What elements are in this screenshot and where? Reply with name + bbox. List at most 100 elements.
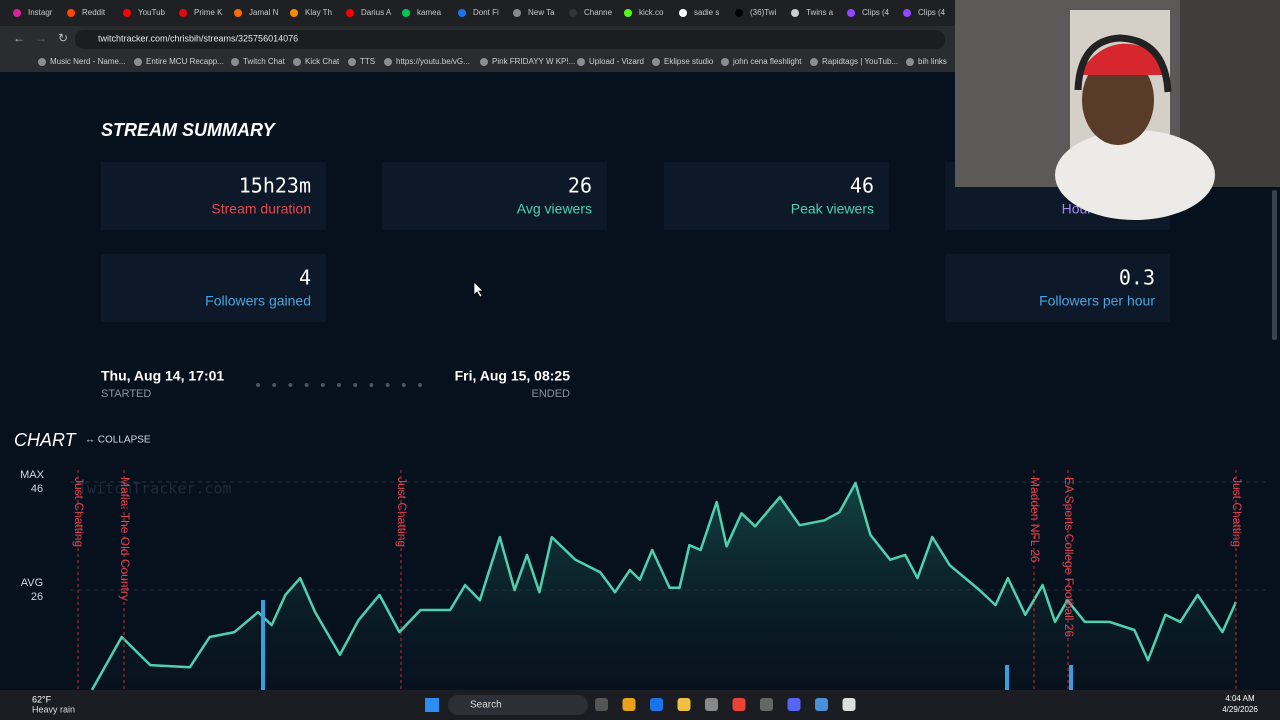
max-label: MAX [20,469,45,481]
bookmark[interactable]: john cena fleshlight [732,57,802,66]
taskbar [0,690,1280,720]
event-bar [261,600,265,690]
bookmark[interactable]: Entire MCU Recapp... [146,57,224,66]
tab-icon [513,9,521,17]
taskbar-app[interactable] [815,698,828,711]
game-label: Madden NFL 26 [1028,477,1042,563]
tab-title[interactable]: Instagr [28,8,53,17]
bookmark[interactable]: Pink FRIDAYY W KP!... [492,57,575,66]
stat-card [101,254,326,322]
tab-title[interactable]: (36)Twi [750,8,776,17]
tab-icon [791,9,799,17]
collapse-button[interactable]: ↔ COLLAPSE [85,435,151,446]
tab-icon [290,9,298,17]
url[interactable]: twitchtracker.com/chrisbih/streams/32575… [98,33,298,43]
tab-icon [346,9,354,17]
tab-title[interactable]: YouTub [138,8,166,17]
tab-icon [903,9,911,17]
avg-label: AVG [21,577,43,589]
tab-title[interactable]: Clips (4 [862,8,890,17]
bookmark-icon [480,58,488,66]
bookmark-icon [348,58,356,66]
bookmark[interactable]: Music Nerd - Name... [50,57,126,66]
taskbar-app[interactable] [842,698,856,711]
tab-icon [67,9,75,17]
webcam-headset [1074,34,1172,93]
timeline-dot [256,383,260,387]
clock-date: 4/29/2026 [1222,705,1258,714]
bookmark[interactable]: Kick Chat [305,57,340,66]
timeline-dot [385,383,390,387]
taskbar-app[interactable] [732,698,746,711]
max-value: 46 [31,483,43,495]
bookmark[interactable]: Twitch Chat [243,57,286,66]
taskbar-app[interactable] [760,698,773,711]
back-button[interactable]: ← [13,31,25,45]
stat-label: Avg viewers [517,201,592,217]
address-bar[interactable] [75,30,945,49]
tab-icon [179,9,187,17]
bookmark-icon [293,58,301,66]
bookmark-icon [652,58,660,66]
bookmark[interactable]: bih links [918,57,947,66]
stat-value: 46 [850,174,874,198]
tab-title[interactable]: Twins a [806,8,834,17]
taskbar-app[interactable] [650,698,663,711]
bookmark[interactable]: https://youtu.be/vG... [396,57,470,66]
tab-icon [847,9,855,17]
search-box[interactable] [448,695,588,715]
tab-title[interactable]: Klay Th [305,8,332,17]
game-label: Just Chatting [1230,477,1244,547]
tab-title[interactable]: kick.co [639,8,664,17]
bookmark[interactable]: Upload - Vizard [589,57,644,66]
tab-title[interactable]: kamea [417,8,442,17]
bookmark-icon [721,58,729,66]
tab-title[interactable]: Clips (4 [918,8,946,17]
tab-title[interactable]: New Ta [528,8,555,17]
tab-icon [679,9,687,17]
forward-button[interactable]: → [35,31,47,45]
stat-label: Peak viewers [791,201,874,217]
summary-title: STREAM SUMMARY [101,120,277,140]
game-label: Mafia: The Old Country [118,477,132,601]
taskbar-app[interactable] [622,698,636,711]
taskbar-app[interactable] [595,698,608,711]
stat-card [664,162,889,230]
game-label: EA Sports College Football 26 [1062,477,1076,637]
start-button[interactable] [425,698,439,712]
bookmark[interactable]: Rapidtags | YouTub... [822,57,898,66]
taskbar-app[interactable] [787,698,801,711]
tab-title[interactable]: Jamal N [249,8,279,17]
tab-icon [234,9,242,17]
stat-card [382,162,607,230]
timeline-dot [353,383,358,387]
end-date: Fri, Aug 15, 08:25 [455,368,571,384]
bookmark[interactable]: Eklipse studio [664,57,714,66]
bookmark[interactable]: TTS [360,57,375,66]
scrollbar [1272,190,1277,340]
stat-value: 4 [299,266,311,290]
event-bar [1005,665,1009,690]
timeline-dot [337,383,341,387]
tab-title[interactable]: Reddit [82,8,106,17]
taskbar-app[interactable] [705,698,718,711]
tab-title[interactable]: Channe [584,8,613,17]
tab-icon [123,9,131,17]
tab-title[interactable]: sadie s [694,8,719,17]
timeline-dot [369,383,374,387]
avg-value: 26 [31,591,43,603]
tab-icon [458,9,466,17]
stat-label: Followers per hour [1039,293,1155,309]
tab-title[interactable]: Dont Fi [473,8,499,17]
taskbar-app[interactable] [677,698,691,711]
end-label: ENDED [531,388,570,400]
timeline-dot [288,383,293,387]
reload-button[interactable]: ↻ [58,31,68,45]
stat-value: 0.3 [1119,266,1155,290]
tab-title[interactable]: Darius A [361,8,392,17]
webcam-face [1082,55,1154,145]
tab-title[interactable]: Prime K [194,8,223,17]
chart-title: CHART [14,430,78,450]
